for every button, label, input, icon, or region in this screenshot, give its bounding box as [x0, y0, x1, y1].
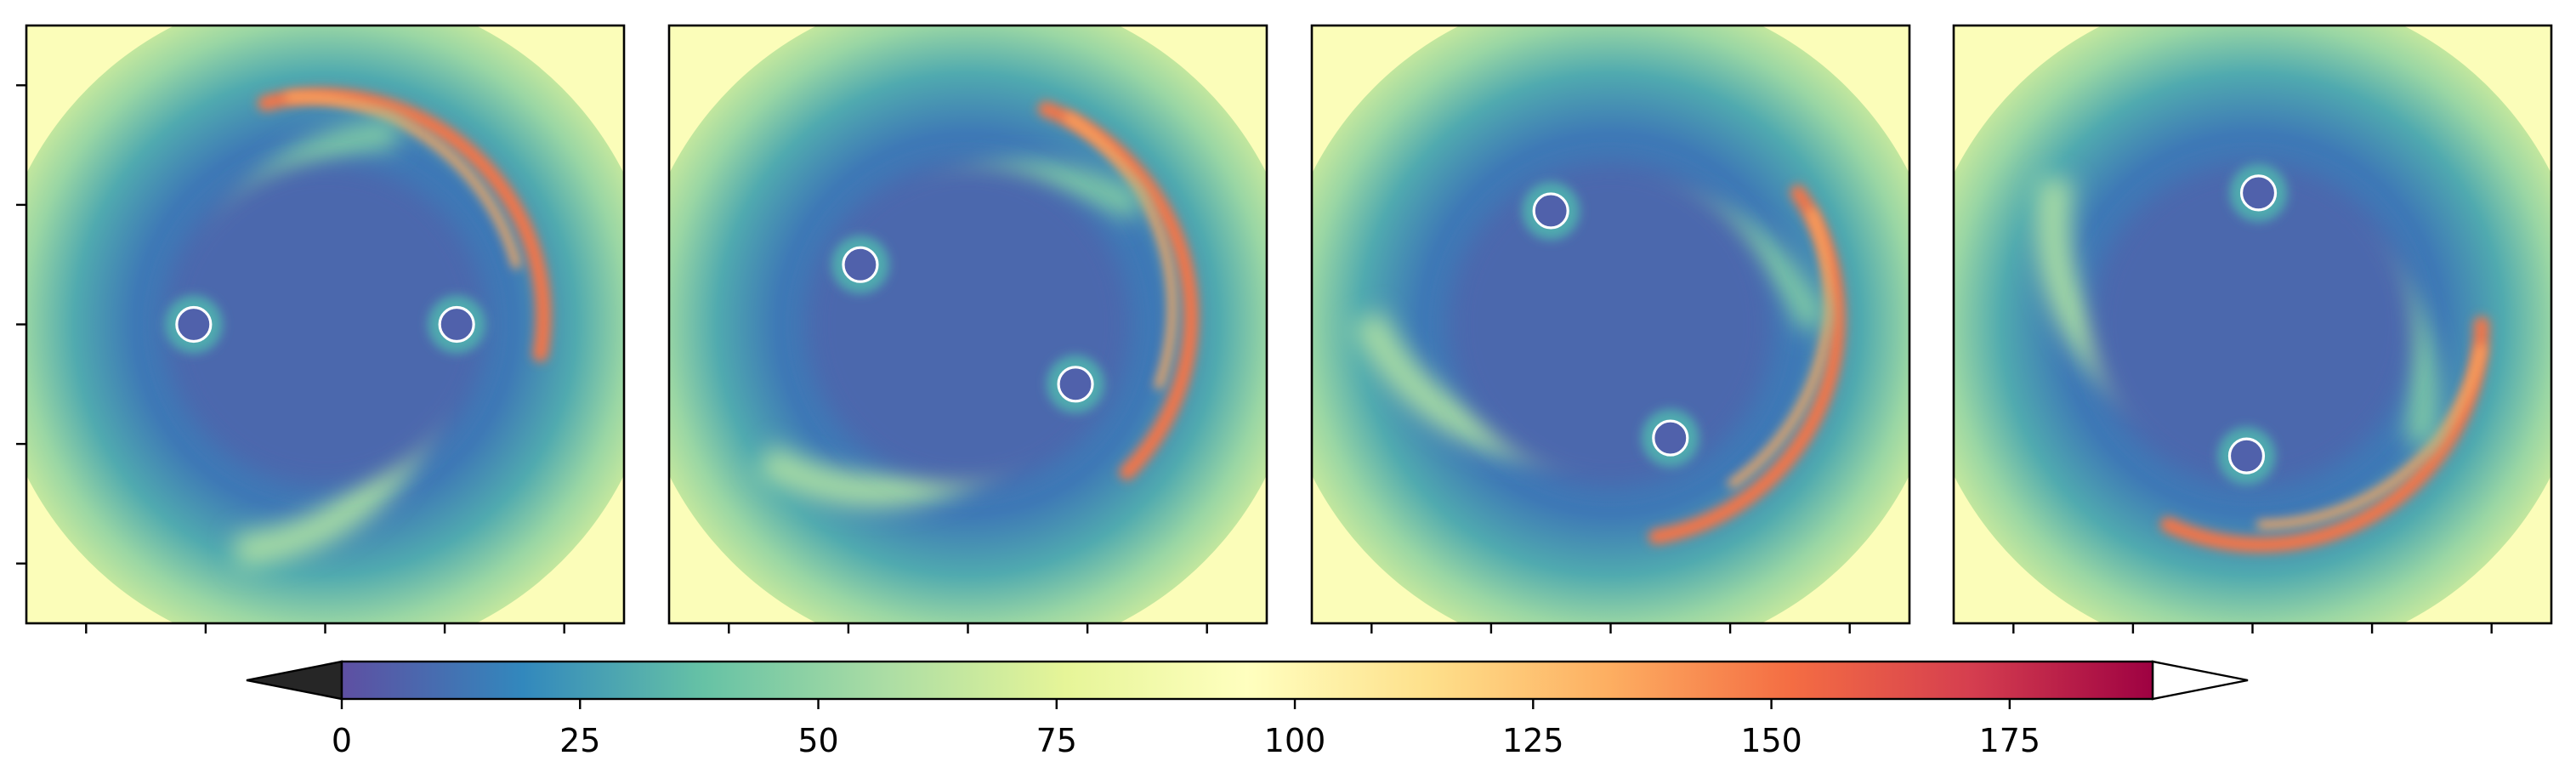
cavity [163, 162, 487, 486]
colorbar-tick-label: 150 [1740, 722, 1802, 759]
colorbar-frame [340, 660, 2154, 701]
hot-spiral-arm-core [285, 93, 521, 270]
colorbar-gradient [342, 662, 2153, 699]
panel-image [26, 26, 624, 623]
colorbar-tick-label: 0 [332, 722, 352, 759]
panel-image [669, 26, 1267, 623]
colorbar-tick-label: 75 [1036, 722, 1077, 759]
sink-interior [1534, 193, 1569, 228]
hot-spiral-arm-core [1064, 113, 1177, 389]
colorbar-tick-label: 50 [797, 722, 838, 759]
panels [16, 24, 2553, 633]
panel-2 [667, 24, 1268, 633]
sink-interior [176, 307, 211, 342]
sink-interior [843, 247, 877, 282]
sink-ring-1 [2239, 174, 2278, 212]
colorbar-tick-label: 175 [1979, 722, 2041, 759]
sink-ring-1 [175, 305, 213, 344]
sink-interior [2241, 175, 2276, 210]
colorbar-tick-label: 100 [1264, 722, 1326, 759]
sink-ring-2 [1057, 366, 1094, 403]
panel-3 [1310, 24, 1911, 633]
sink-ring-2 [438, 305, 475, 344]
cavity [2091, 162, 2414, 486]
colorbar-tick-label: 125 [1502, 722, 1564, 759]
sink-ring-2 [2227, 437, 2266, 474]
hot-spiral-arm-core [1728, 208, 1833, 488]
panel-image [1312, 26, 1909, 623]
sink-interior [440, 307, 474, 342]
panel-image [1954, 26, 2551, 623]
panel-4 [1952, 24, 2553, 633]
sink-ring-1 [842, 246, 879, 283]
panel-1 [16, 24, 626, 633]
sink-interior [1058, 366, 1093, 401]
colorbar-over-extension [2151, 660, 2249, 701]
colorbar-tick-label: 25 [559, 722, 600, 759]
cavity [806, 162, 1130, 486]
sink-ring-2 [1652, 419, 1689, 457]
colorbar: 0 25 50 75 100 125 150 175 [246, 660, 2249, 759]
cavity [1449, 162, 1773, 486]
colorbar-ticks: 0 25 50 75 100 125 150 175 [332, 699, 2040, 759]
colorbar-under-extension [246, 660, 343, 701]
sink-interior [2229, 439, 2264, 474]
hot-spiral-arm-core [2256, 344, 2486, 529]
sink-ring-1 [1532, 192, 1569, 230]
sink-interior [1653, 421, 1688, 456]
